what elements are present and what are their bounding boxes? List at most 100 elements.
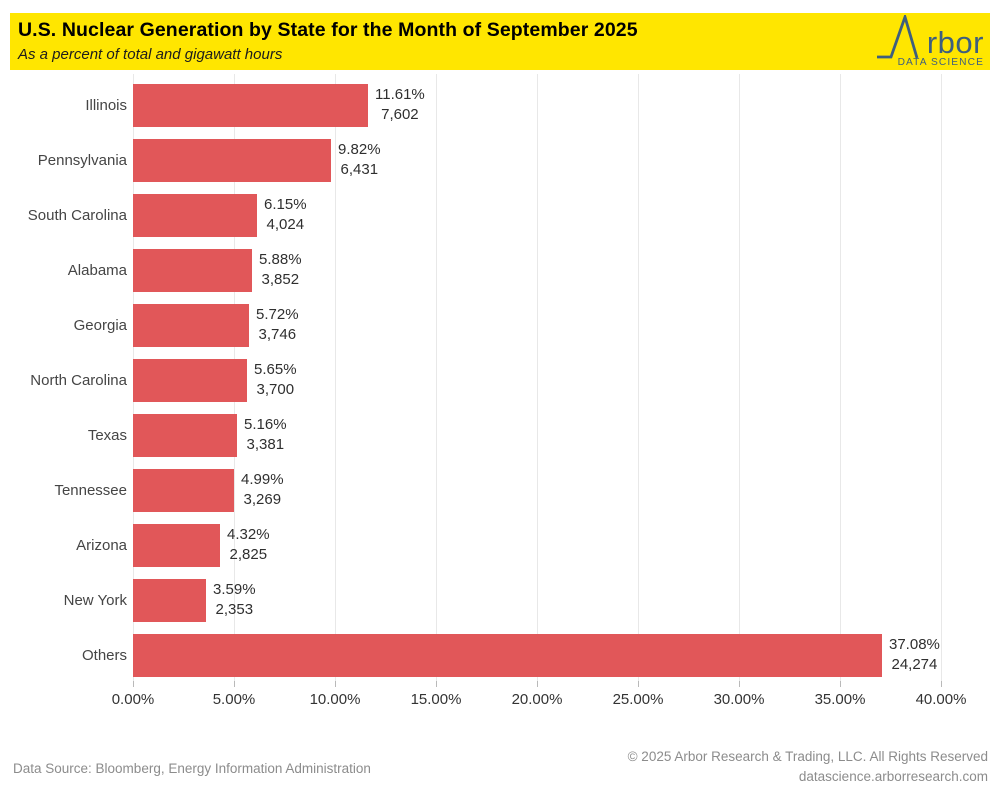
- state-label: Arizona: [76, 537, 127, 554]
- bar[interactable]: [133, 84, 368, 127]
- bar-value-label: 11.61% 7,602: [375, 85, 425, 125]
- bar-value-percent: 5.16%: [244, 416, 287, 433]
- state-label: South Carolina: [27, 207, 127, 224]
- bar-value-percent: 6.15%: [264, 196, 307, 213]
- bar-value-gwh: 6,431: [340, 161, 379, 178]
- bar-value-gwh: 3,700: [256, 381, 295, 398]
- bar-row: South Carolina 6.15% 4,024: [0, 188, 1000, 243]
- bar-row: Illinois 11.61% 7,602: [0, 78, 1000, 133]
- bar-value-percent: 11.61%: [375, 86, 425, 103]
- bar[interactable]: [133, 359, 247, 402]
- bar-value-gwh: 4,024: [266, 216, 305, 233]
- arbor-peak-icon: [877, 15, 919, 59]
- bar[interactable]: [133, 524, 220, 567]
- bar-row: Texas 5.16% 3,381: [0, 408, 1000, 463]
- bar-row: Alabama 5.88% 3,852: [0, 243, 1000, 298]
- state-label: Others: [81, 647, 127, 664]
- bar-value-percent: 4.32%: [227, 526, 270, 543]
- bar-row: Tennessee 4.99% 3,269: [0, 463, 1000, 518]
- bar-value-percent: 5.72%: [256, 306, 299, 323]
- bar-row: Georgia 5.72% 3,746: [0, 298, 1000, 353]
- bar-value-label: 9.82% 6,431: [338, 140, 381, 180]
- chart-subtitle: As a percent of total and gigawatt hours: [18, 46, 283, 63]
- x-tick: [840, 681, 841, 687]
- bar-value-label: 5.88% 3,852: [259, 250, 302, 290]
- state-label: Texas: [87, 427, 127, 444]
- arbor-logo: rbor DATA SCIENCE: [877, 15, 984, 67]
- bar-row: North Carolina 5.65% 3,700: [0, 353, 1000, 408]
- bar-value-label: 6.15% 4,024: [264, 195, 307, 235]
- x-gridline: [335, 74, 336, 683]
- bar-value-gwh: 3,269: [243, 491, 282, 508]
- state-label: Illinois: [85, 97, 127, 114]
- bar[interactable]: [133, 249, 252, 292]
- state-label: Tennessee: [54, 482, 127, 499]
- bar[interactable]: [133, 414, 237, 457]
- bar-row: Arizona 4.32% 2,825: [0, 518, 1000, 573]
- x-tick-label: 15.00%: [410, 691, 462, 708]
- bar-value-percent: 9.82%: [338, 141, 381, 158]
- x-gridline: [739, 74, 740, 683]
- x-tick-label: 5.00%: [212, 691, 256, 708]
- bar-value-label: 37.08% 24,274: [889, 635, 940, 675]
- bar-value-gwh: 2,825: [229, 546, 268, 563]
- x-tick: [739, 681, 740, 687]
- bar-value-gwh: 3,746: [258, 326, 297, 343]
- x-tick-label: 35.00%: [814, 691, 866, 708]
- x-tick-label: 25.00%: [612, 691, 664, 708]
- state-label: Pennsylvania: [37, 152, 127, 169]
- bar-value-gwh: 3,381: [246, 436, 285, 453]
- bar-value-gwh: 24,274: [891, 656, 938, 673]
- bar[interactable]: [133, 194, 257, 237]
- x-tick-label: 10.00%: [309, 691, 361, 708]
- state-label: New York: [63, 592, 127, 609]
- bar-value-percent: 3.59%: [213, 581, 256, 598]
- x-tick: [941, 681, 942, 687]
- bar-row: New York 3.59% 2,353: [0, 573, 1000, 628]
- x-tick-label: 30.00%: [713, 691, 765, 708]
- website-link[interactable]: datascience.arborresearch.com: [798, 769, 988, 784]
- bar-row: Pennsylvania 9.82% 6,431: [0, 133, 1000, 188]
- bar-value-percent: 5.88%: [259, 251, 302, 268]
- x-tick-label: 0.00%: [111, 691, 155, 708]
- bar-value-label: 3.59% 2,353: [213, 580, 256, 620]
- x-gridline: [436, 74, 437, 683]
- bar[interactable]: [133, 579, 206, 622]
- state-label: Alabama: [67, 262, 127, 279]
- logo-tagline-text: DATA SCIENCE: [898, 57, 984, 67]
- bar-value-label: 5.65% 3,700: [254, 360, 297, 400]
- bar[interactable]: [133, 469, 234, 512]
- x-tick-label: 20.00%: [511, 691, 563, 708]
- logo-brand-text: rbor: [927, 25, 984, 60]
- bar-value-label: 4.32% 2,825: [227, 525, 270, 565]
- bar[interactable]: [133, 304, 249, 347]
- x-tick-label: 40.00%: [915, 691, 967, 708]
- bar[interactable]: [133, 634, 882, 677]
- bar-value-gwh: 3,852: [261, 271, 300, 288]
- bar-value-label: 5.16% 3,381: [244, 415, 287, 455]
- bar-value-percent: 4.99%: [241, 471, 284, 488]
- x-tick: [436, 681, 437, 687]
- x-gridline: [840, 74, 841, 683]
- x-tick: [638, 681, 639, 687]
- state-label: Georgia: [73, 317, 127, 334]
- x-tick: [537, 681, 538, 687]
- bar-value-gwh: 2,353: [215, 601, 254, 618]
- chart-title: U.S. Nuclear Generation by State for the…: [18, 19, 638, 41]
- x-tick: [335, 681, 336, 687]
- bar-value-label: 5.72% 3,746: [256, 305, 299, 345]
- header-banner: U.S. Nuclear Generation by State for the…: [10, 13, 990, 70]
- bar-row: Others 37.08% 24,274: [0, 628, 1000, 683]
- data-source-note: Data Source: Bloomberg, Energy Informati…: [13, 761, 371, 776]
- bar-value-gwh: 7,602: [381, 106, 419, 123]
- x-gridline: [941, 74, 942, 683]
- x-tick: [133, 681, 134, 687]
- bar[interactable]: [133, 139, 331, 182]
- x-tick: [234, 681, 235, 687]
- bar-value-percent: 5.65%: [254, 361, 297, 378]
- state-label: North Carolina: [30, 372, 127, 389]
- x-gridline: [537, 74, 538, 683]
- copyright-block: © 2025 Arbor Research & Trading, LLC. Al…: [628, 747, 988, 787]
- copyright-text: © 2025 Arbor Research & Trading, LLC. Al…: [627, 749, 988, 764]
